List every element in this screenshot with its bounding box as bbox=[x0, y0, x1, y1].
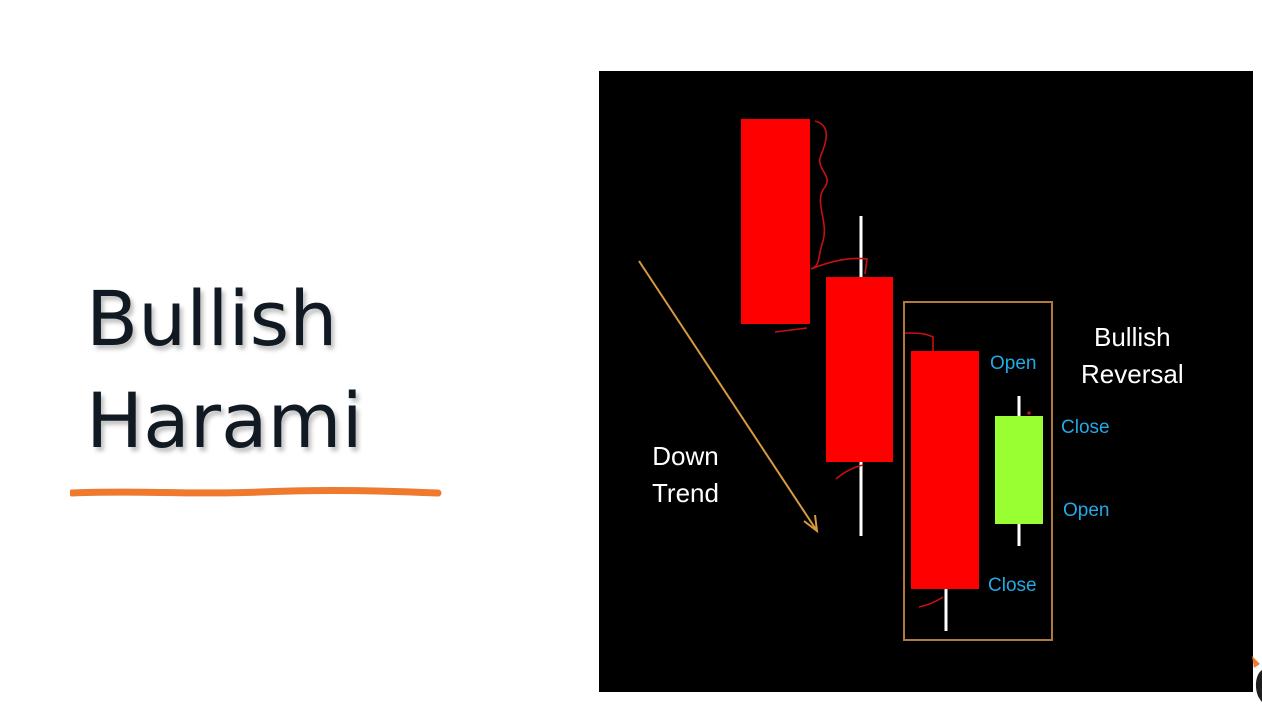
candle-1-body bbox=[741, 119, 810, 324]
candlestick-figure: Down Trend Bullish Reversal Open Close C… bbox=[599, 71, 1253, 692]
corner-logo-icon bbox=[1252, 656, 1262, 702]
bullish-reversal-label-line-2: Reversal bbox=[1081, 359, 1184, 389]
bullish-close-label: Close bbox=[1061, 417, 1110, 438]
bullish-open-label: Open bbox=[1063, 500, 1110, 521]
annotation-stroke bbox=[835, 464, 864, 480]
annotation-stroke bbox=[810, 120, 868, 275]
candle-2-body bbox=[826, 277, 893, 462]
pattern-highlight-box bbox=[903, 301, 1053, 641]
down-trend-label-line-1: Down bbox=[652, 441, 719, 471]
annotation-stroke bbox=[774, 327, 808, 333]
bullish-reversal-label-line-1: Bullish bbox=[1094, 322, 1171, 352]
candle-3-body bbox=[911, 351, 979, 589]
down-trend-label-line-2: Trend bbox=[652, 478, 719, 508]
down-trend-arrow bbox=[638, 260, 819, 534]
annotation-stroke bbox=[904, 332, 934, 351]
annotation-dot bbox=[1027, 411, 1031, 415]
bullish-reversal-label: Bullish Reversal bbox=[1081, 319, 1184, 393]
bearish-open-label: Open bbox=[990, 353, 1037, 374]
candlestick-diagram bbox=[638, 119, 1053, 641]
candle-4-body bbox=[995, 416, 1043, 524]
title-line-2: Harami bbox=[86, 376, 363, 465]
annotation-stroke bbox=[918, 596, 944, 608]
down-trend-label: Down Trend bbox=[652, 438, 719, 512]
bearish-close-label: Close bbox=[988, 575, 1037, 596]
slide-title: Bullish Harami bbox=[86, 268, 363, 472]
title-line-1: Bullish bbox=[86, 274, 338, 363]
title-underline-stroke bbox=[70, 486, 442, 497]
